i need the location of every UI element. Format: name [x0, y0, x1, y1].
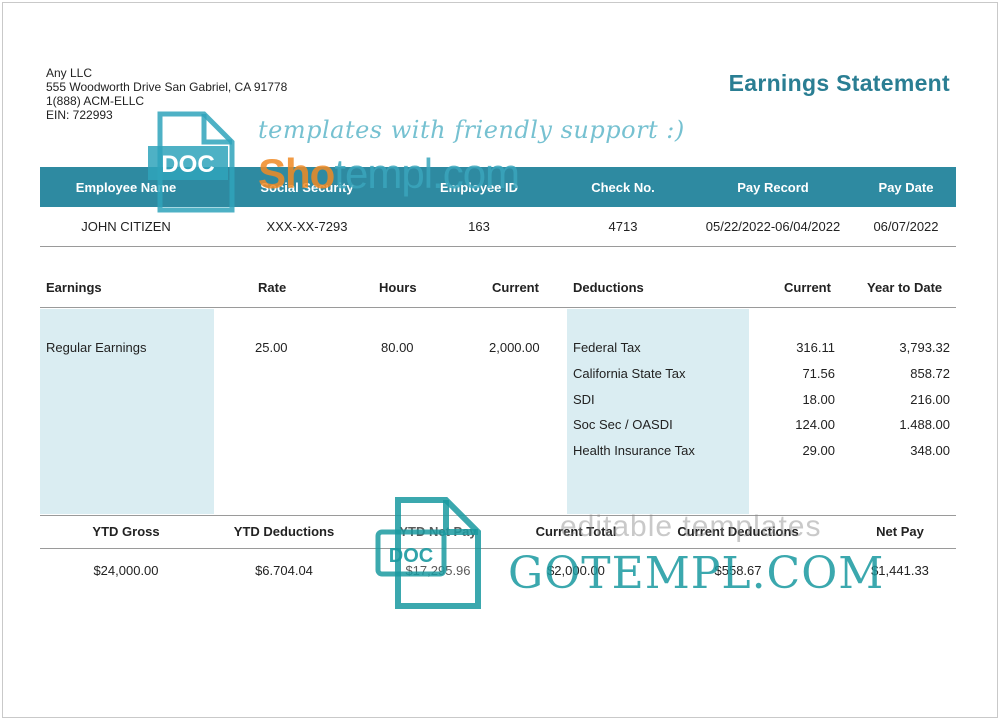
earnings-shaded-column — [40, 309, 214, 514]
current-heading: Current — [492, 280, 539, 295]
deduction-ytd: 858.72 — [910, 366, 950, 381]
header-check-no: Check No. — [591, 179, 655, 195]
pay-record: 05/22/2022-06/04/2022 — [705, 219, 841, 234]
employee-name: JOHN CITIZEN — [81, 219, 171, 234]
pay-date: 06/07/2022 — [873, 219, 939, 234]
editable-templates-watermark: editable templates — [560, 510, 822, 543]
ytd-gross-value: $24,000.00 — [93, 563, 159, 578]
header-employee-name: Employee Name — [75, 179, 177, 195]
doc-watermark-icon: DOC — [148, 111, 235, 213]
deduction-ytd: 1.488.00 — [899, 417, 950, 432]
deduction-name: Soc Sec / OASDI — [573, 417, 673, 432]
current-total-heading: Current Total — [535, 524, 617, 539]
company-ein: EIN: 722993 — [46, 108, 113, 122]
employee-info-row: JOHN CITIZEN XXX-XX-7293 163 4713 05/22/… — [40, 207, 956, 247]
ytd-deductions-heading: YTD Deductions — [233, 524, 335, 539]
script-watermark: templates with friendly support :) — [258, 116, 685, 144]
deduction-ytd: 3,793.32 — [899, 340, 950, 355]
totals-top-divider — [40, 515, 956, 516]
deduction-name: California State Tax — [573, 366, 686, 381]
deduction-current: 71.56 — [802, 366, 835, 381]
deduction-ytd: 216.00 — [910, 392, 950, 407]
ytd-heading: Year to Date — [867, 280, 943, 295]
header-pay-date: Pay Date — [878, 179, 934, 195]
earnings-heading: Earnings — [46, 280, 102, 295]
deduction-current: 316.11 — [796, 340, 835, 355]
company-phone: 1(888) ACM-ELLC — [46, 94, 145, 108]
header-employee-id: Employee ID — [439, 179, 519, 195]
header-social-security: Social Security — [260, 179, 354, 195]
totals-header-divider — [40, 548, 956, 549]
company-address: 555 Woodworth Drive San Gabriel, CA 9177… — [46, 80, 288, 94]
shotempl-domain: templ.com — [334, 150, 520, 197]
current-deductions-value: $558.67 — [714, 563, 762, 578]
rate-heading: Rate — [258, 280, 287, 295]
ytd-gross-heading: YTD Gross — [92, 524, 160, 539]
deduction-current: 124.00 — [795, 417, 835, 432]
gotempl-watermark: GOTEMPL.COM — [508, 548, 885, 599]
shotempl-brand: Sho — [258, 150, 335, 197]
ytd-deductions-value: $6.704.04 — [255, 563, 313, 578]
doc-watermark-text-2: DOC — [389, 545, 433, 567]
hours-heading: Hours — [379, 280, 417, 295]
employee-id: 163 — [468, 219, 490, 234]
social-security: XXX-XX-7293 — [266, 219, 348, 234]
deduction-name: Health Insurance Tax — [573, 443, 695, 458]
earning-current: 2,000.00 — [489, 340, 540, 355]
deductions-heading: Deductions — [573, 280, 644, 295]
company-block: Any LLC 555 Woodworth Drive San Gabriel,… — [46, 66, 287, 122]
doc-watermark-text: DOC — [161, 151, 214, 178]
earning-hours: 80.00 — [381, 340, 414, 355]
deduction-ytd: 348.00 — [910, 443, 950, 458]
earning-rate: 25.00 — [255, 340, 288, 355]
statement-title: Earnings Statement — [728, 70, 950, 96]
check-no: 4713 — [608, 219, 638, 234]
deduction-current: 18.00 — [802, 392, 835, 407]
net-pay-heading: Net Pay — [876, 524, 924, 539]
deduction-name: SDI — [573, 392, 595, 407]
company-name: Any LLC — [46, 66, 93, 80]
header-pay-record: Pay Record — [737, 179, 809, 195]
deduction-current: 29.00 — [802, 443, 835, 458]
shotempl-watermark: Shotempl.com — [258, 150, 520, 198]
current-total-value: $2,000.00 — [547, 563, 605, 578]
deduction-current-heading: Current — [784, 280, 831, 295]
net-pay-value: $1,441.33 — [871, 563, 929, 578]
deduction-name: Federal Tax — [573, 340, 641, 355]
earning-name: Regular Earnings — [46, 340, 147, 355]
deductions-shaded-column — [567, 309, 749, 514]
doc-watermark-icon-2: DOC — [375, 497, 481, 609]
earnings-deductions-header: Earnings Rate Hours Current Deductions C… — [40, 270, 956, 308]
current-deductions-heading: Current Deductions — [677, 524, 799, 539]
